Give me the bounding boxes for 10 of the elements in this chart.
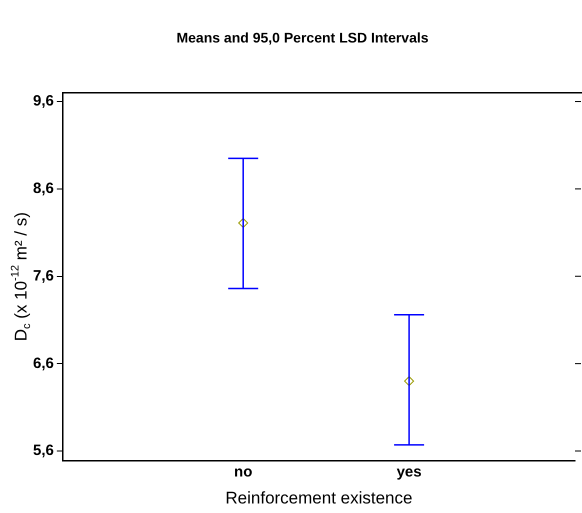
x-tick-label: yes (396, 464, 422, 481)
y-tick-label: 8,6 (32, 180, 54, 198)
y-tick-label: 6,6 (32, 354, 54, 372)
y-tick-label: 9,6 (32, 92, 54, 110)
x-axis-title: Reinforcement existence (225, 488, 412, 508)
y-tick-label: 5,6 (32, 442, 54, 460)
x-tick-label: no (234, 464, 252, 481)
chart-title: Means and 95,0 Percent LSD Intervals (176, 29, 429, 46)
y-tick-label: 7,6 (32, 267, 54, 284)
y-axis-title: Dc (x 10-12 m² / s) (9, 212, 34, 342)
